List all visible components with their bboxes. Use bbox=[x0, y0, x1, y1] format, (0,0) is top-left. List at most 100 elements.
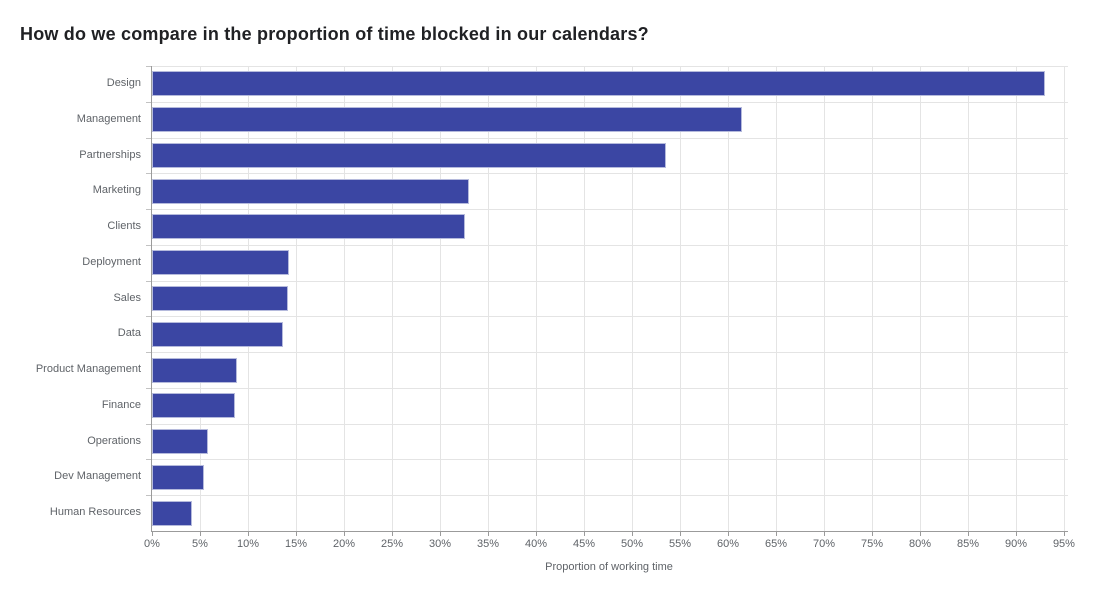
x-axis-tick bbox=[247, 531, 249, 536]
horizontal-gridline bbox=[152, 209, 1068, 211]
y-axis-tick bbox=[146, 209, 151, 211]
bar-data[interactable] bbox=[152, 321, 283, 347]
bar-management[interactable] bbox=[152, 107, 743, 133]
y-axis-tick bbox=[146, 352, 151, 354]
x-axis-tick bbox=[391, 531, 393, 536]
x-tick-label: 85% bbox=[956, 538, 979, 550]
bar-human-resources[interactable] bbox=[152, 500, 193, 526]
x-tick-label: 35% bbox=[476, 538, 499, 550]
vertical-gridline bbox=[727, 66, 729, 531]
vertical-gridline bbox=[535, 66, 537, 531]
x-axis-tick bbox=[823, 531, 825, 536]
y-axis-tick bbox=[146, 173, 151, 175]
bar-dev-management[interactable] bbox=[152, 464, 204, 490]
horizontal-gridline bbox=[152, 137, 1068, 139]
horizontal-gridline bbox=[152, 387, 1068, 389]
x-tick-label: 50% bbox=[620, 538, 643, 550]
x-axis-tick bbox=[631, 531, 633, 536]
x-tick-label: 20% bbox=[332, 538, 355, 550]
x-axis-tick bbox=[1015, 531, 1017, 536]
y-axis-tick bbox=[146, 137, 151, 139]
vertical-gridline bbox=[823, 66, 825, 531]
category-label-partnerships: Partnerships bbox=[79, 148, 141, 161]
category-label-operations: Operations bbox=[87, 434, 141, 447]
vertical-gridline bbox=[1015, 66, 1017, 531]
vertical-gridline bbox=[391, 66, 393, 531]
x-tick-label: 15% bbox=[284, 538, 307, 550]
category-label-clients: Clients bbox=[107, 220, 141, 233]
x-tick-label: 10% bbox=[236, 538, 259, 550]
vertical-gridline bbox=[1063, 66, 1065, 531]
x-tick-label: 60% bbox=[716, 538, 739, 550]
x-tick-label: 80% bbox=[908, 538, 931, 550]
category-label-deployment: Deployment bbox=[82, 255, 141, 268]
vertical-gridline bbox=[919, 66, 921, 531]
y-axis-tick bbox=[146, 280, 151, 282]
horizontal-gridline bbox=[152, 244, 1068, 246]
bar-product-management[interactable] bbox=[152, 357, 238, 383]
y-axis-tick bbox=[146, 423, 151, 425]
vertical-gridline bbox=[871, 66, 873, 531]
x-tick-label: 25% bbox=[380, 538, 403, 550]
vertical-gridline bbox=[775, 66, 777, 531]
category-label-human-resources: Human Resources bbox=[49, 506, 141, 519]
x-tick-label: 65% bbox=[764, 538, 787, 550]
x-tick-label: 30% bbox=[428, 538, 451, 550]
bar-sales[interactable] bbox=[152, 286, 289, 311]
x-axis-tick bbox=[871, 531, 873, 536]
y-axis-tick bbox=[146, 387, 151, 389]
x-tick-label: 55% bbox=[668, 538, 691, 550]
bar-marketing[interactable] bbox=[152, 178, 469, 204]
bar-design[interactable] bbox=[152, 71, 1045, 97]
horizontal-gridline bbox=[152, 316, 1068, 318]
vertical-gridline bbox=[631, 66, 633, 531]
category-label-data: Data bbox=[117, 327, 141, 340]
x-axis-tick bbox=[439, 531, 441, 536]
x-axis-tick bbox=[919, 531, 921, 536]
y-axis-tick bbox=[146, 244, 151, 246]
bar-deployment[interactable] bbox=[152, 250, 290, 276]
vertical-gridline bbox=[487, 66, 489, 531]
bar-operations[interactable] bbox=[152, 429, 208, 455]
category-label-product-management: Product Management bbox=[35, 363, 141, 376]
plot-area: 0% 5% 10% 15% 20% 25% 30% 35% 40% 45% 50% 55% 60% 65%… bbox=[144, 66, 1075, 550]
x-axis-tick bbox=[679, 531, 681, 536]
y-axis-tick bbox=[146, 495, 151, 497]
category-label-dev-management: Dev Management bbox=[54, 470, 141, 483]
x-tick-label: 70% bbox=[812, 538, 835, 550]
x-tick-label: 5% bbox=[192, 538, 208, 550]
vertical-gridline bbox=[295, 66, 297, 531]
horizontal-gridline bbox=[152, 459, 1068, 461]
vertical-gridline bbox=[583, 66, 585, 531]
y-axis-tick bbox=[146, 66, 151, 67]
x-tick-label: 90% bbox=[1004, 538, 1027, 550]
horizontal-gridline bbox=[152, 280, 1068, 282]
y-axis-labels: Design Management Partnerships Marketing Cli… bbox=[0, 66, 141, 531]
x-tick-label: 95% bbox=[1052, 538, 1075, 550]
x-axis-tick bbox=[295, 531, 297, 536]
x-axis-title: Proportion of working time bbox=[545, 561, 673, 573]
chart-title: How do we compare in the proportion of t… bbox=[20, 24, 649, 44]
x-axis-tick bbox=[583, 531, 585, 536]
horizontal-gridline bbox=[152, 352, 1068, 354]
x-axis-tick bbox=[967, 531, 969, 536]
category-label-management: Management bbox=[76, 112, 141, 125]
bar-partnerships[interactable] bbox=[152, 142, 666, 168]
bar-clients[interactable] bbox=[152, 214, 465, 240]
bar-finance[interactable] bbox=[152, 393, 235, 419]
vertical-gridline bbox=[343, 66, 345, 531]
x-axis-tick bbox=[535, 531, 537, 536]
x-axis-tick bbox=[487, 531, 489, 536]
x-axis-tick bbox=[727, 531, 729, 536]
x-tick-label: 75% bbox=[860, 538, 883, 550]
category-label-finance: Finance bbox=[101, 398, 141, 411]
horizontal-gridline bbox=[152, 423, 1068, 425]
y-axis-tick bbox=[146, 316, 151, 318]
category-label-marketing: Marketing bbox=[92, 184, 141, 197]
x-tick-label: 0% bbox=[144, 538, 160, 550]
y-axis-tick bbox=[146, 101, 151, 103]
x-axis-tick bbox=[343, 531, 345, 536]
x-tick-label: 45% bbox=[572, 538, 595, 550]
x-axis-tick bbox=[152, 531, 153, 536]
